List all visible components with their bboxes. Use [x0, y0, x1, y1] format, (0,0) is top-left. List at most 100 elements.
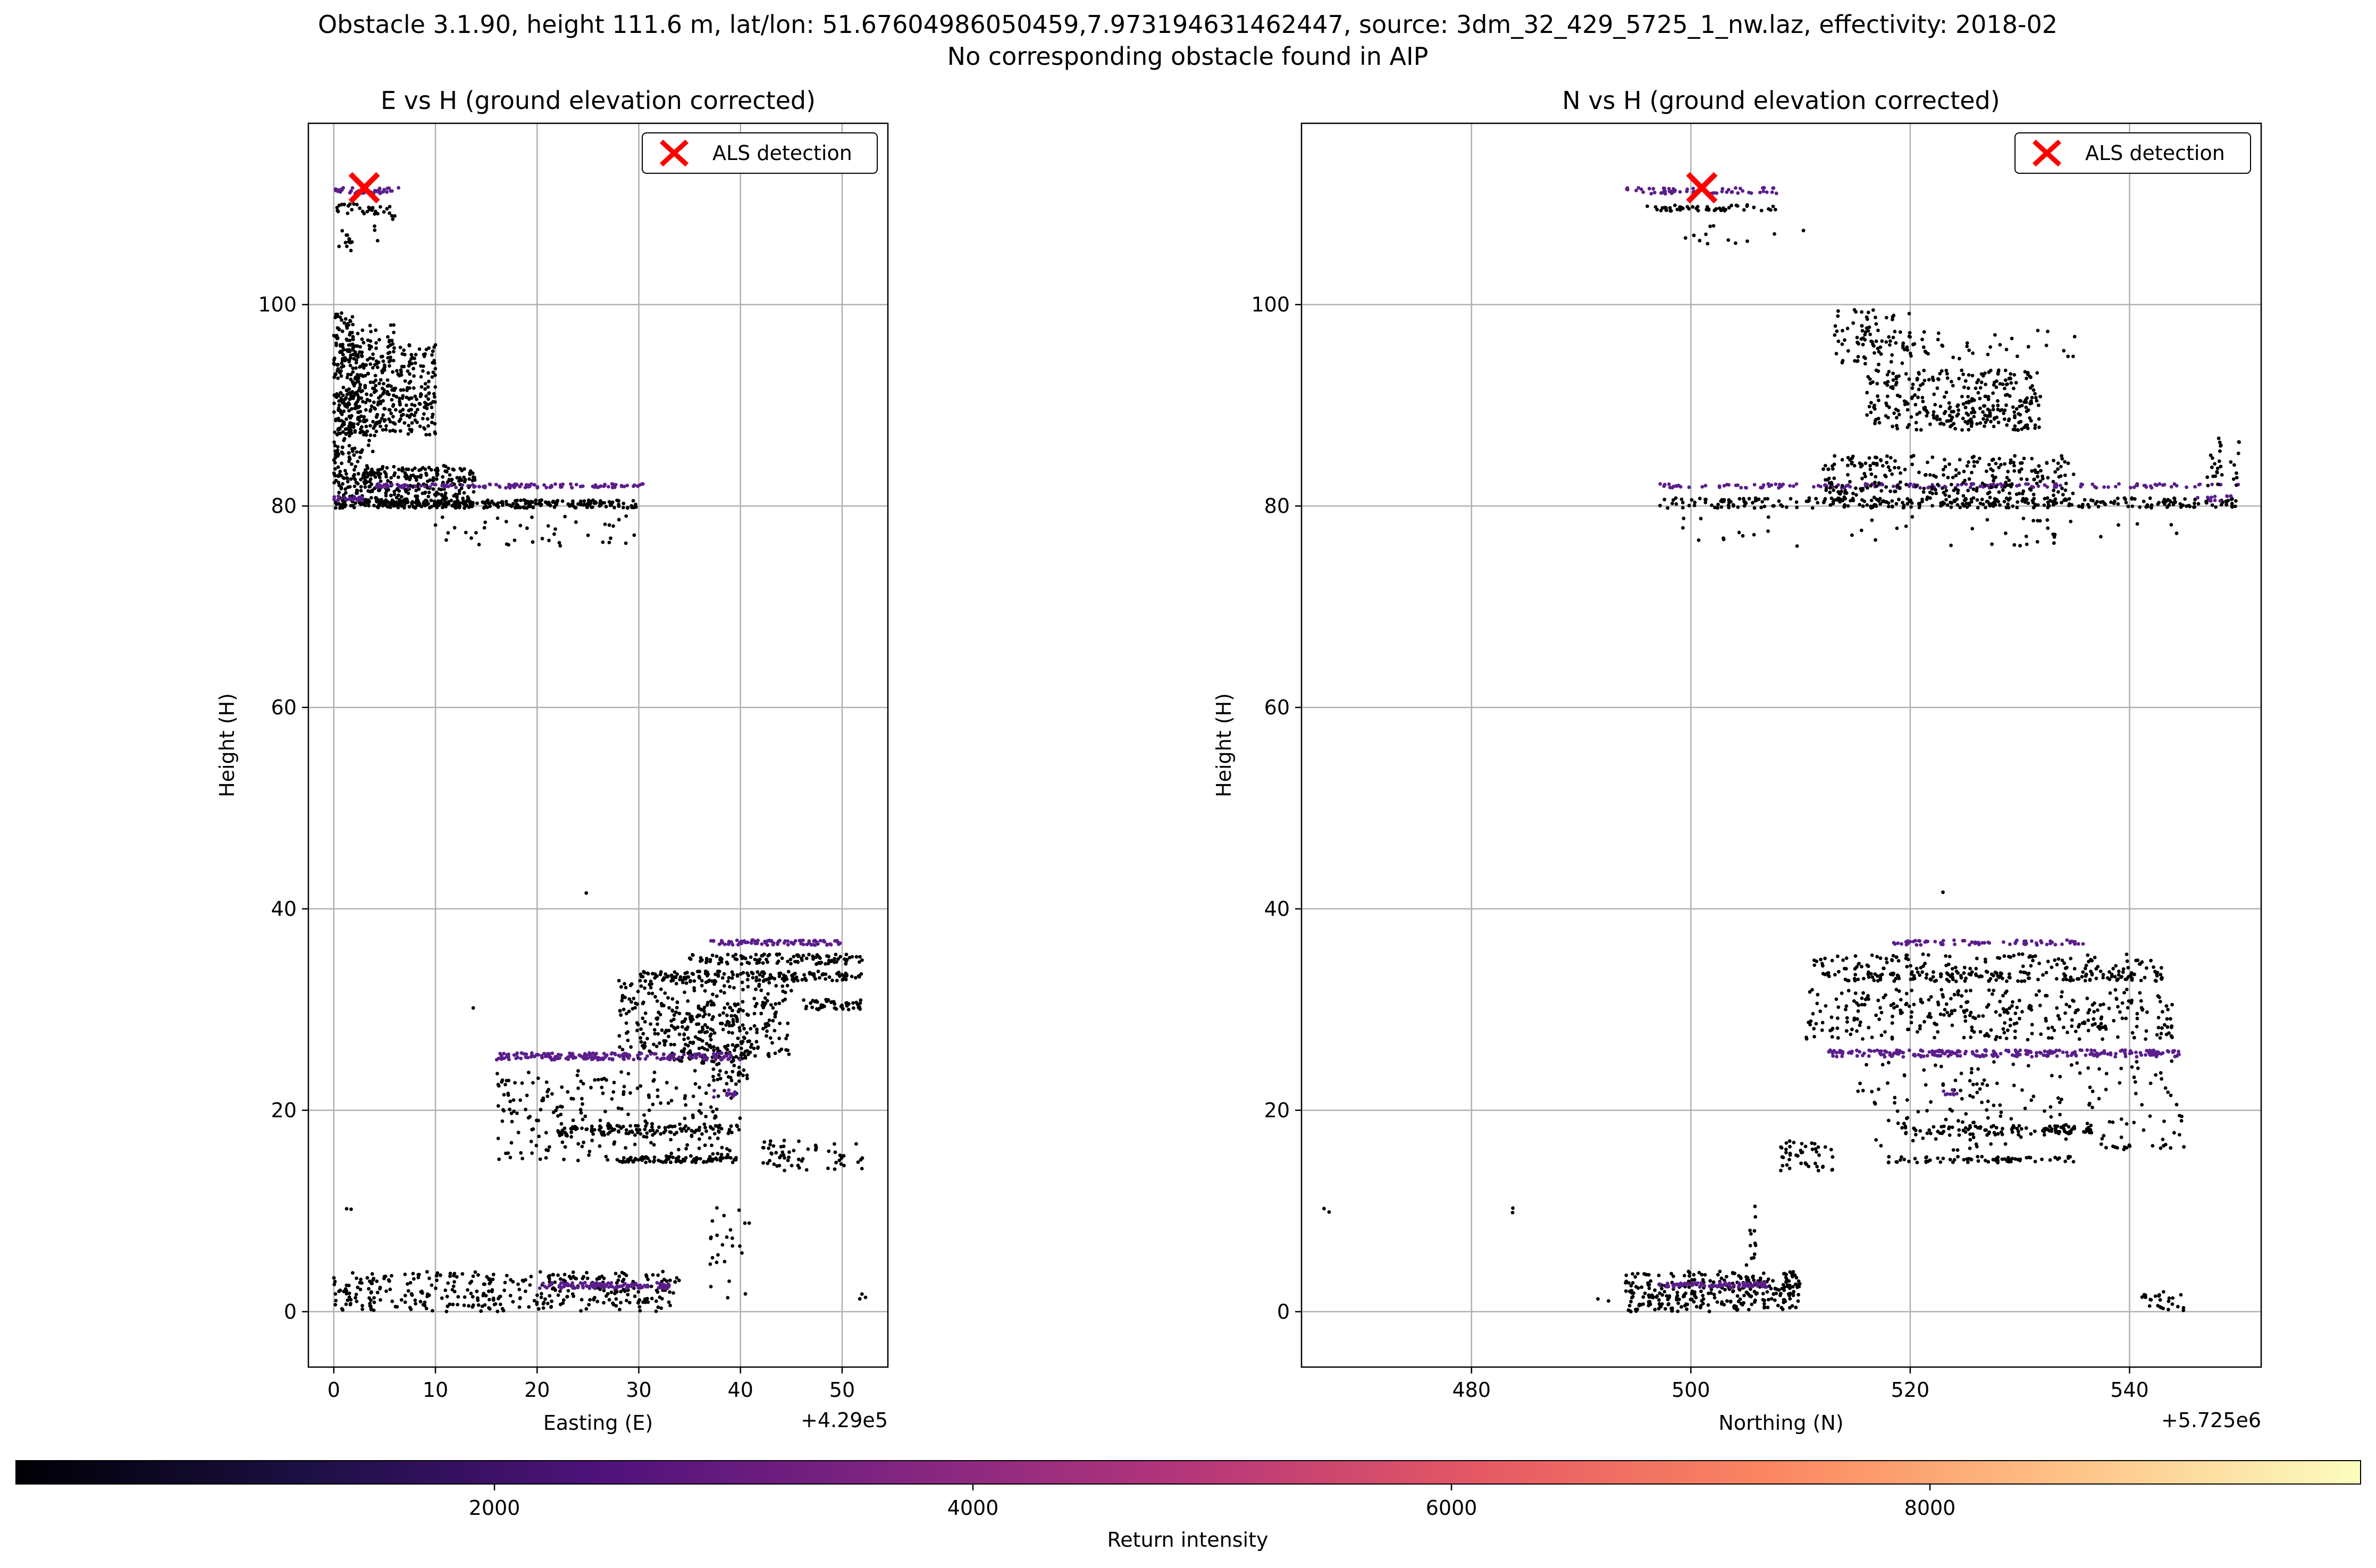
- data-point: [1952, 488, 1956, 492]
- data-point: [376, 488, 381, 493]
- data-point: [800, 956, 803, 960]
- data-point: [769, 1151, 773, 1156]
- data-point: [2052, 488, 2056, 493]
- data-point: [509, 1278, 513, 1282]
- data-point: [2113, 499, 2117, 503]
- data-point: [2215, 470, 2219, 474]
- data-point: [519, 1057, 523, 1060]
- data-point: [360, 499, 364, 503]
- data-point: [1734, 241, 1737, 245]
- data-point: [1970, 420, 1974, 424]
- data-point: [766, 992, 770, 996]
- data-point: [660, 1028, 664, 1032]
- grid-lines-right: [1302, 123, 2261, 1367]
- data-point: [334, 418, 338, 423]
- data-point: [332, 1276, 336, 1280]
- data-point: [1909, 415, 1913, 419]
- data-point: [720, 1145, 724, 1150]
- data-point: [1690, 498, 1694, 502]
- data-point: [702, 1057, 706, 1061]
- data-point: [356, 332, 360, 335]
- data-point: [725, 1013, 729, 1017]
- data-point: [370, 1290, 373, 1294]
- data-point: [1871, 342, 1875, 347]
- data-point: [684, 1147, 688, 1151]
- data-point: [467, 477, 472, 481]
- data-point: [601, 1282, 605, 1286]
- data-point: [418, 1300, 423, 1304]
- data-point: [471, 478, 475, 483]
- data-point: [1963, 379, 1968, 383]
- data-point: [654, 1044, 659, 1048]
- data-point: [717, 1073, 721, 1077]
- data-point: [457, 491, 461, 495]
- data-point: [423, 491, 427, 495]
- data-point: [723, 1006, 727, 1010]
- data-point: [371, 419, 375, 424]
- data-point: [1908, 335, 1912, 339]
- data-point: [2004, 496, 2009, 500]
- data-point: [373, 228, 377, 232]
- data-point: [2046, 526, 2050, 530]
- data-point: [782, 1153, 786, 1157]
- data-point: [827, 955, 830, 959]
- data-point: [537, 1134, 541, 1139]
- data-point: [727, 1279, 731, 1283]
- data-point: [1877, 499, 1880, 502]
- data-point: [727, 1051, 731, 1056]
- data-point: [407, 381, 412, 385]
- data-point: [727, 1088, 731, 1092]
- data-point: [334, 341, 338, 345]
- data-point: [2029, 375, 2033, 380]
- data-point: [783, 1168, 786, 1173]
- data-point: [624, 541, 628, 545]
- data-point: [784, 1036, 788, 1041]
- data-point: [1794, 500, 1799, 504]
- data-point: [669, 1019, 673, 1023]
- data-point: [2013, 454, 2017, 458]
- data-point: [1952, 409, 1955, 414]
- data-point: [569, 1127, 573, 1131]
- data-point: [548, 1294, 552, 1298]
- data-point: [2004, 348, 2009, 351]
- data-point: [731, 1244, 735, 1248]
- data-point: [2130, 497, 2134, 501]
- data-point: [671, 1155, 675, 1159]
- data-point: [398, 345, 402, 349]
- data-point: [369, 496, 373, 500]
- data-point: [655, 1129, 659, 1133]
- data-point: [2060, 454, 2064, 458]
- data-point: [393, 1304, 398, 1309]
- data-point: [786, 943, 790, 947]
- data-point: [768, 1142, 772, 1147]
- data-point: [651, 1133, 654, 1137]
- data-point: [2211, 456, 2214, 460]
- data-point: [1991, 404, 1995, 408]
- data-point: [1839, 498, 1843, 502]
- data-point: [568, 1051, 572, 1056]
- data-point: [463, 506, 466, 510]
- data-point: [624, 1128, 628, 1132]
- data-point: [640, 482, 644, 486]
- data-point: [440, 484, 444, 488]
- data-point: [530, 1151, 534, 1155]
- data-point: [620, 996, 625, 1000]
- data-point: [1862, 471, 1867, 476]
- data-point: [1751, 501, 1754, 505]
- data-point: [1984, 420, 1988, 424]
- data-point: [715, 1158, 719, 1162]
- data-point: [347, 1295, 351, 1299]
- data-point: [716, 970, 720, 973]
- data-point: [348, 397, 352, 401]
- data-point: [648, 982, 652, 987]
- data-point: [609, 1284, 613, 1288]
- data-point: [2142, 499, 2146, 503]
- data-point: [1932, 413, 1935, 417]
- data-point: [516, 1282, 520, 1286]
- data-point: [2236, 451, 2240, 456]
- data-point: [491, 1298, 496, 1302]
- data-point: [354, 366, 358, 370]
- data-point: [684, 1129, 688, 1133]
- data-point: [531, 505, 535, 509]
- data-point: [456, 1295, 460, 1299]
